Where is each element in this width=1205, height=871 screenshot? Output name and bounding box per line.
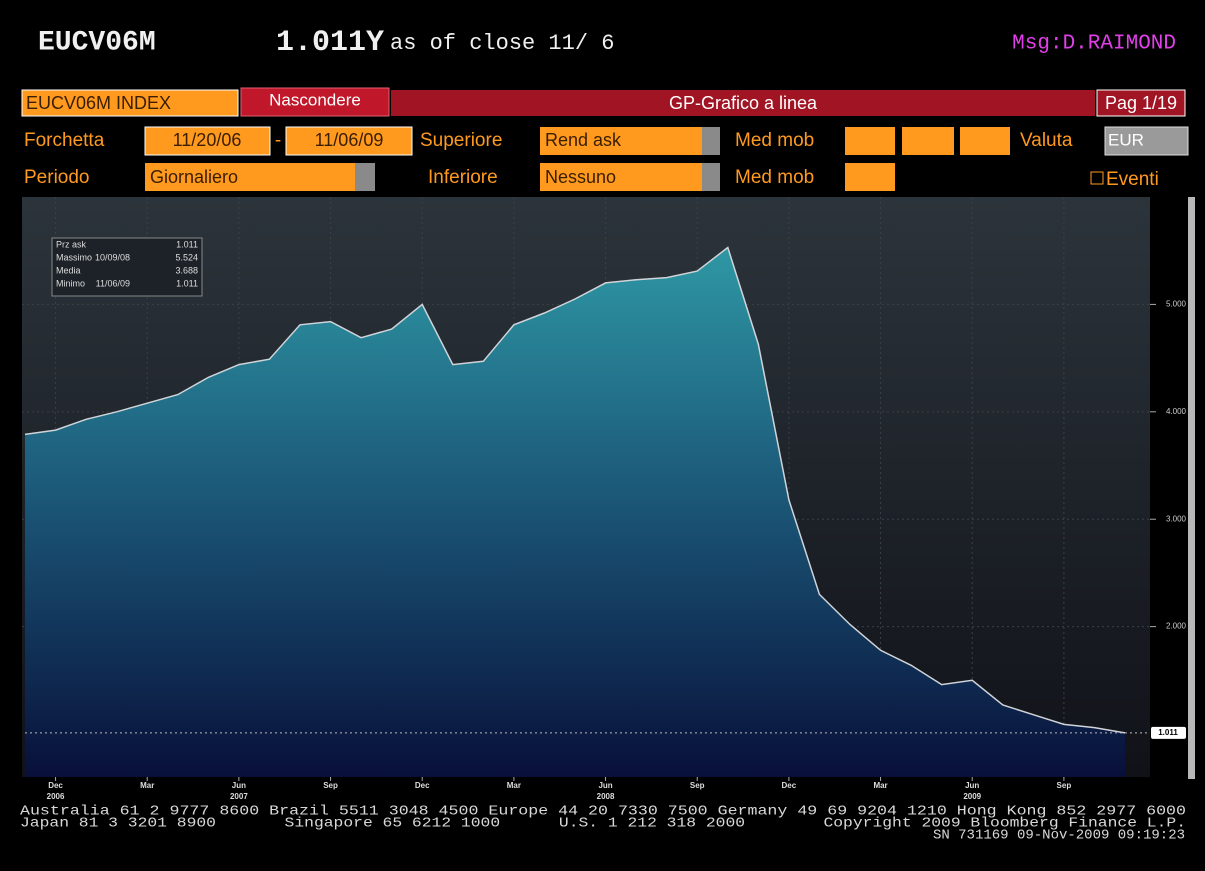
range-label: Forchetta <box>24 130 105 151</box>
x-tick-label: Dec <box>415 781 430 790</box>
stats-value: 1.011 <box>176 278 198 288</box>
currency-box[interactable] <box>1104 126 1189 156</box>
stats-label: Prz ask <box>56 239 87 249</box>
y-tick-label: 4.000 <box>1166 407 1187 416</box>
upper-value: Rend ask <box>545 130 622 150</box>
currency-label: Valuta <box>1020 130 1073 151</box>
footer-line: Australia 61 2 9777 8600 Brazil 5511 304… <box>20 804 1186 820</box>
x-tick-label: Dec <box>48 781 63 790</box>
x-axis-background <box>22 777 1188 801</box>
upper-box[interactable] <box>540 127 702 155</box>
start-date: 11/20/06 <box>173 130 242 150</box>
footer-line: Japan 81 3 3201 8900 Singapore 65 6212 1… <box>20 816 1186 832</box>
x-tick-label: Dec <box>782 781 797 790</box>
area <box>25 247 1125 777</box>
events-checkbox[interactable] <box>1090 171 1104 185</box>
chart-title: GP-Grafico a linea <box>669 93 818 113</box>
scrollbar[interactable] <box>1188 197 1195 779</box>
y-tick-label: 3.000 <box>1166 514 1187 523</box>
line <box>24 246 1126 734</box>
stats-label: Massimo <box>56 252 92 262</box>
x-tick-label: Sep <box>1057 781 1072 790</box>
ma-box[interactable] <box>960 127 1010 155</box>
period: Giornaliero <box>150 167 238 187</box>
last-value-box <box>1151 726 1186 739</box>
y-tick-label: 5.000 <box>1166 300 1187 309</box>
x-tick-label: Jun <box>598 781 612 790</box>
events-label: Eventi <box>1106 169 1159 190</box>
page: Pag 1/19 <box>1105 93 1177 113</box>
page-box[interactable] <box>1096 89 1186 117</box>
start-date-box[interactable] <box>144 126 271 156</box>
x-tick-label: Jun <box>965 781 979 790</box>
axis-background <box>1150 197 1188 801</box>
ma-box[interactable] <box>902 127 954 155</box>
last-value-label: 1.011 <box>1158 728 1178 737</box>
hide-button[interactable] <box>240 87 390 117</box>
x-tick-label: Sep <box>690 781 705 790</box>
period-label: Periodo <box>24 167 90 188</box>
x-tick-label: Sep <box>323 781 338 790</box>
x-year-label: 2008 <box>597 792 615 801</box>
ma-box[interactable] <box>845 127 895 155</box>
x-year-label: 2007 <box>230 792 248 801</box>
title-bar <box>391 90 1095 116</box>
x-tick-label: Mar <box>873 781 887 790</box>
ticker: EUCV06M <box>38 27 156 58</box>
as-of: as of close 11/ 6 <box>390 31 614 56</box>
upper-dropdown[interactable] <box>702 127 720 155</box>
message[interactable]: Msg:D.RAIMOND <box>1012 33 1176 56</box>
period-dropdown[interactable] <box>355 163 375 191</box>
hide-button-label: Nascondere <box>269 90 361 109</box>
security-box[interactable] <box>21 89 239 117</box>
ma-label-1: Med mob <box>735 130 814 151</box>
x-tick-label: Jun <box>232 781 246 790</box>
period-box[interactable] <box>145 163 355 191</box>
chart: 2.000 3.000 4.000 5.000 Dec Mar Jun Sep Dec Mar Ju… <box>22 197 1187 801</box>
price: 1.011Y <box>276 26 384 60</box>
ma-label-2: Med mob <box>735 167 814 188</box>
footer-line: SN 731169 09-Nov-2009 09:19:23 <box>933 828 1185 844</box>
lower-dropdown[interactable] <box>702 163 720 191</box>
lower-box[interactable] <box>540 163 702 191</box>
x-year-label: 2006 <box>47 792 65 801</box>
security: EUCV06M INDEX <box>26 93 171 113</box>
stats-date: 11/06/09 <box>96 278 130 288</box>
end-date: 11/06/09 <box>315 130 384 150</box>
x-tick-label: Mar <box>507 781 521 790</box>
x-tick-label: Mar <box>140 781 154 790</box>
x-year-label: 2009 <box>963 792 981 801</box>
upper-label: Superiore <box>420 130 502 151</box>
dash: - <box>275 130 281 151</box>
stats-value: 5.524 <box>175 252 198 262</box>
stats-value: 1.011 <box>176 239 198 249</box>
stats-box <box>51 237 203 297</box>
stats-label: Minimo <box>56 278 85 288</box>
ma-box[interactable] <box>845 163 895 191</box>
stats-value: 3.688 <box>175 265 198 275</box>
y-tick-label: 2.000 <box>1166 622 1187 631</box>
end-date-box[interactable] <box>285 126 413 156</box>
stats-label: Media <box>56 265 81 275</box>
lower-value: Nessuno <box>545 167 616 187</box>
stats-date: 10/09/08 <box>95 252 130 262</box>
lower-label: Inferiore <box>428 167 498 188</box>
currency: EUR <box>1108 130 1144 149</box>
